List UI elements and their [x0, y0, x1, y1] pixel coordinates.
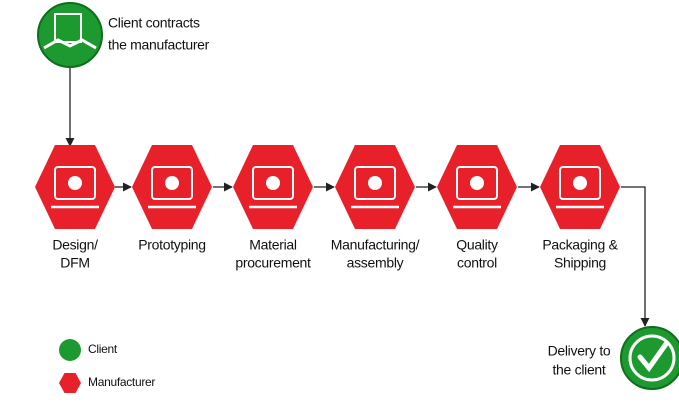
check-ring — [628, 334, 676, 382]
node-label: Delivery to — [548, 343, 611, 359]
step-icon-detail — [266, 176, 280, 190]
node-label: Manufacturing/ — [331, 237, 420, 253]
step-icon-detail — [573, 176, 587, 190]
node-label: the client — [552, 362, 605, 378]
connectors — [65, 68, 650, 327]
node-label: Shipping — [554, 255, 606, 271]
step-icon-detail — [68, 176, 82, 190]
node-label: assembly — [347, 255, 404, 271]
node-label: Quality — [456, 237, 498, 253]
step-icon-detail — [165, 176, 179, 190]
handshake-icon — [43, 38, 97, 50]
node-label: Material — [249, 237, 297, 253]
check-icon — [637, 341, 669, 373]
node-label: Design/ — [52, 237, 98, 253]
step-icon — [456, 166, 498, 200]
step-icon-detail — [368, 176, 382, 190]
nodes: Client contracts the manufacturer Design/D… — [35, 2, 679, 393]
legend-manufacturer-swatch — [59, 373, 81, 393]
step-icon — [354, 166, 396, 200]
legend-label: Manufacturer — [88, 375, 155, 389]
step-icon — [252, 166, 294, 200]
node-label: procurement — [235, 255, 311, 271]
legend-client-swatch — [59, 339, 81, 361]
node-label: Packaging & — [542, 237, 618, 253]
node-label: Prototyping — [138, 237, 206, 253]
node-label: Client contracts — [108, 15, 200, 31]
legend-label: Client — [88, 342, 118, 356]
client-node — [37, 2, 103, 68]
node-label: the manufacturer — [108, 37, 210, 53]
node-label: control — [457, 255, 497, 271]
step-icon — [54, 166, 96, 200]
node-label: DFM — [60, 255, 89, 271]
step-icon — [151, 166, 193, 200]
connector — [621, 186, 650, 327]
contract-icon — [54, 13, 82, 43]
step-icon — [559, 166, 601, 200]
step-icon-detail — [470, 176, 484, 190]
